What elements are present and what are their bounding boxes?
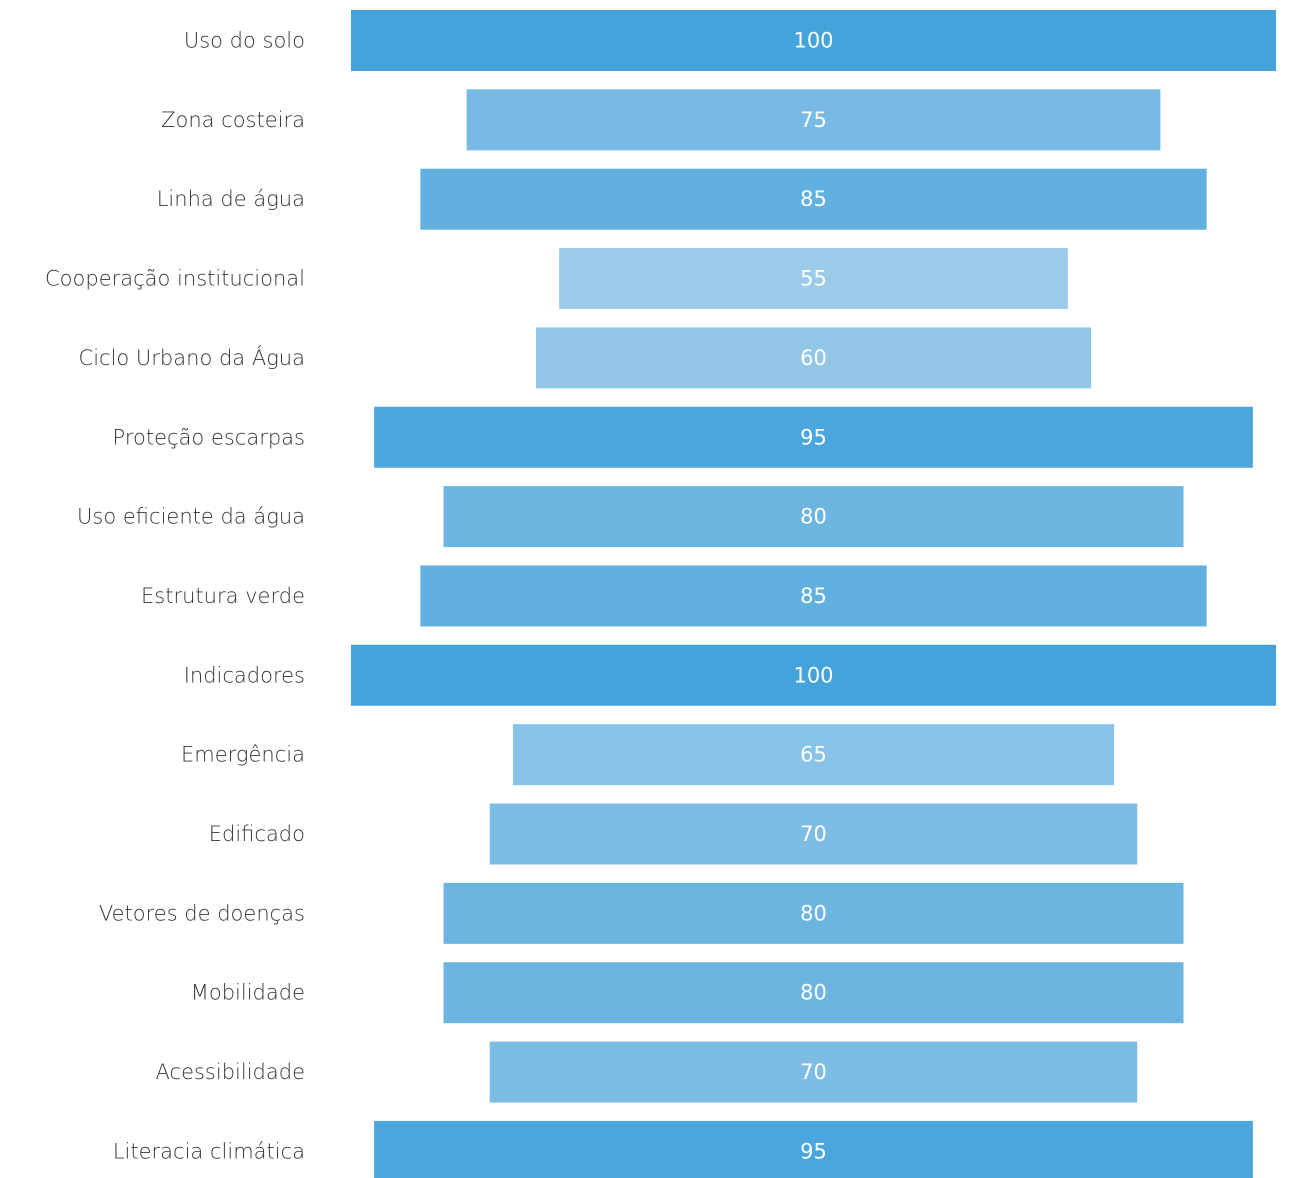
bar [489, 803, 1138, 865]
category-label: Proteção escarpas [113, 425, 305, 449]
bar [536, 327, 1091, 389]
category-label: Uso eficiente da água [77, 505, 305, 529]
category-label: Emergência [181, 743, 305, 767]
category-label: Estrutura verde [141, 584, 305, 608]
bar [443, 486, 1184, 548]
value-label: 80 [800, 901, 827, 925]
category-label: Cooperação institucional [45, 267, 305, 291]
category-label: Literacia climática [113, 1139, 305, 1163]
bar [420, 565, 1207, 627]
value-label: 60 [800, 346, 827, 370]
bar [512, 724, 1115, 786]
value-label: 80 [800, 505, 827, 529]
value-label: 95 [800, 425, 827, 449]
bar [351, 10, 1276, 71]
value-label: 55 [800, 267, 827, 291]
bar [351, 644, 1276, 706]
category-label: Indicadores [184, 663, 305, 687]
category-label: Uso do solo [184, 29, 305, 53]
bar [420, 168, 1207, 230]
value-label: 65 [800, 743, 827, 767]
category-label: Ciclo Urbano da Água [79, 345, 305, 370]
category-label: Linha de água [157, 187, 305, 211]
bar [466, 89, 1161, 151]
category-label: Mobilidade [191, 981, 305, 1005]
value-label: 70 [800, 822, 827, 846]
category-label: Edificado [209, 822, 305, 846]
bar [489, 1041, 1138, 1103]
value-label: 70 [800, 1060, 827, 1084]
value-label: 85 [800, 187, 827, 211]
bar [559, 248, 1068, 310]
category-label: Vetores de doenças [99, 901, 305, 925]
value-label: 80 [800, 981, 827, 1005]
value-label: 100 [793, 29, 833, 53]
bar [443, 962, 1184, 1024]
category-label: Acessibilidade [156, 1060, 305, 1084]
value-label: 75 [800, 108, 827, 132]
value-label: 100 [793, 663, 833, 687]
bar [374, 406, 1253, 468]
value-label: 85 [800, 584, 827, 608]
bar [443, 882, 1184, 944]
value-label: 95 [800, 1139, 827, 1163]
category-label: Zona costeira [161, 108, 305, 132]
bar [374, 1120, 1253, 1178]
